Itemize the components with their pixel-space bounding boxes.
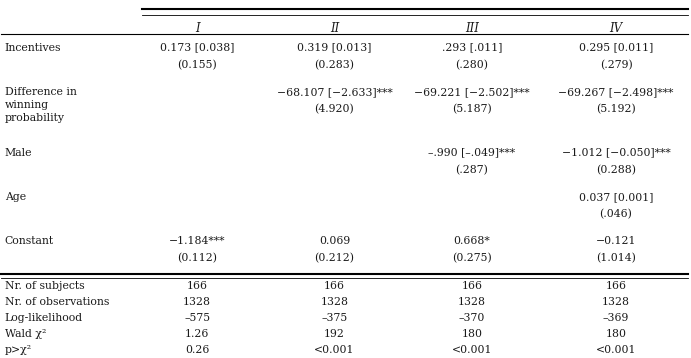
Text: 1.26: 1.26	[185, 329, 209, 339]
Text: Male: Male	[5, 148, 32, 158]
Text: 1328: 1328	[458, 297, 486, 307]
Text: (.287): (.287)	[455, 164, 489, 175]
Text: 0.069: 0.069	[319, 236, 350, 246]
Text: 166: 166	[324, 281, 345, 291]
Text: 0.037 [0.001]: 0.037 [0.001]	[579, 192, 653, 202]
Text: (.046): (.046)	[600, 209, 632, 219]
Text: (1.014): (1.014)	[596, 253, 636, 263]
Text: 192: 192	[324, 329, 345, 339]
Text: (4.920): (4.920)	[314, 103, 354, 114]
Text: −69.221 [−2.502]***: −69.221 [−2.502]***	[414, 87, 529, 97]
Text: (0.212): (0.212)	[314, 253, 354, 263]
Text: Constant: Constant	[5, 236, 54, 246]
Text: –370: –370	[459, 313, 485, 323]
Text: 1328: 1328	[321, 297, 348, 307]
Text: −68.107 [−2.633]***: −68.107 [−2.633]***	[276, 87, 392, 97]
Text: Difference in
winning
probability: Difference in winning probability	[5, 87, 77, 123]
Text: 0.668*: 0.668*	[453, 236, 490, 246]
Text: −69.267 [−2.498]***: −69.267 [−2.498]***	[558, 87, 674, 97]
Text: II: II	[330, 23, 339, 35]
Text: Nr. of subjects: Nr. of subjects	[5, 281, 84, 291]
Text: .293 [.011]: .293 [.011]	[442, 43, 502, 53]
Text: Log-likelihood: Log-likelihood	[5, 313, 83, 323]
Text: 0.26: 0.26	[185, 345, 209, 355]
Text: Incentives: Incentives	[5, 43, 61, 53]
Text: 166: 166	[462, 281, 482, 291]
Text: <0.001: <0.001	[452, 345, 492, 355]
Text: 1328: 1328	[602, 297, 630, 307]
Text: (0.283): (0.283)	[314, 59, 354, 70]
Text: –369: –369	[603, 313, 630, 323]
Text: 166: 166	[187, 281, 207, 291]
Text: 0.295 [0.011]: 0.295 [0.011]	[579, 43, 653, 53]
Text: IV: IV	[609, 23, 623, 35]
Text: (0.288): (0.288)	[596, 164, 636, 175]
Text: −0.121: −0.121	[596, 236, 636, 246]
Text: Wald χ²: Wald χ²	[5, 329, 46, 339]
Text: (0.275): (0.275)	[452, 253, 492, 263]
Text: 180: 180	[462, 329, 482, 339]
Text: (5.192): (5.192)	[596, 103, 636, 114]
Text: −1.184***: −1.184***	[169, 236, 225, 246]
Text: –375: –375	[321, 313, 348, 323]
Text: (.280): (.280)	[455, 59, 489, 70]
Text: (.279): (.279)	[600, 59, 632, 70]
Text: –575: –575	[184, 313, 210, 323]
Text: 1328: 1328	[183, 297, 211, 307]
Text: −1.012 [−0.050]***: −1.012 [−0.050]***	[562, 148, 670, 158]
Text: 0.319 [0.013]: 0.319 [0.013]	[297, 43, 372, 53]
Text: <0.001: <0.001	[314, 345, 354, 355]
Text: 166: 166	[605, 281, 627, 291]
Text: 180: 180	[605, 329, 627, 339]
Text: –.990 [–.049]***: –.990 [–.049]***	[428, 148, 515, 158]
Text: (0.112): (0.112)	[177, 253, 217, 263]
Text: Age: Age	[5, 192, 26, 202]
Text: p>χ²: p>χ²	[5, 345, 32, 355]
Text: (0.155): (0.155)	[178, 59, 217, 70]
Text: Nr. of observations: Nr. of observations	[5, 297, 109, 307]
Text: (5.187): (5.187)	[452, 103, 492, 114]
Text: <0.001: <0.001	[596, 345, 636, 355]
Text: I: I	[195, 23, 200, 35]
Text: 0.173 [0.038]: 0.173 [0.038]	[160, 43, 234, 53]
Text: III: III	[465, 23, 479, 35]
